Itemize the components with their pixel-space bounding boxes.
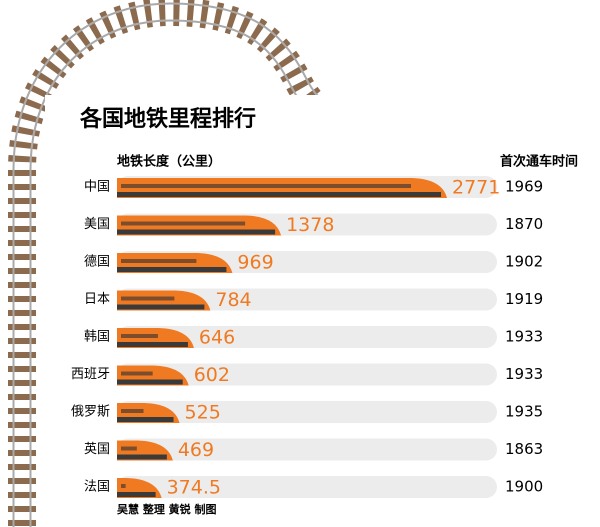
train-windows bbox=[121, 221, 246, 226]
train-windows bbox=[121, 184, 411, 188]
year-label: 1933 bbox=[505, 365, 543, 383]
train-stripe bbox=[117, 379, 183, 385]
track-bg bbox=[117, 363, 497, 386]
train-stripe bbox=[117, 454, 167, 460]
value-label: 1378 bbox=[286, 214, 334, 236]
value-label: 784 bbox=[215, 289, 251, 311]
chart-title: 各国地铁里程排行 bbox=[79, 106, 256, 132]
value-label: 969 bbox=[237, 252, 273, 274]
credit: 吴慧 整理 黄锐 制图 bbox=[117, 502, 217, 516]
category-label: 日本 bbox=[84, 292, 110, 307]
track-bg bbox=[117, 326, 497, 348]
category-label: 美国 bbox=[84, 217, 110, 232]
train-windows bbox=[121, 259, 197, 263]
category-label: 韩国 bbox=[84, 330, 110, 345]
category-label: 英国 bbox=[84, 442, 110, 457]
train-stripe bbox=[117, 267, 227, 272]
year-label: 1919 bbox=[505, 290, 543, 308]
train-stripe bbox=[117, 417, 174, 422]
track-bg bbox=[117, 476, 497, 498]
train-stripe bbox=[117, 229, 276, 235]
value-label: 602 bbox=[194, 364, 230, 386]
category-label: 中国 bbox=[84, 180, 110, 195]
year-label: 1863 bbox=[505, 440, 543, 458]
category-label: 德国 bbox=[84, 255, 110, 270]
year-label: 1935 bbox=[505, 403, 543, 421]
year-header: 首次通车时间 bbox=[500, 154, 578, 170]
category-label: 西班牙 bbox=[71, 367, 110, 382]
category-label: 俄罗斯 bbox=[71, 405, 110, 420]
value-label: 2771 bbox=[452, 177, 500, 199]
train-windows bbox=[121, 296, 175, 301]
train-windows bbox=[121, 334, 158, 338]
train-windows bbox=[121, 484, 126, 488]
train-stripe bbox=[117, 492, 156, 497]
year-label: 1870 bbox=[505, 215, 543, 233]
value-label: 525 bbox=[185, 402, 221, 424]
value-label: 469 bbox=[178, 439, 214, 461]
year-label: 1969 bbox=[505, 178, 543, 196]
train-stripe bbox=[117, 342, 188, 347]
track-bg bbox=[117, 401, 497, 423]
train-stripe bbox=[117, 304, 205, 310]
track-bg bbox=[117, 438, 497, 461]
year-label: 1933 bbox=[505, 328, 543, 346]
value-label: 374.5 bbox=[167, 477, 221, 499]
train-windows bbox=[121, 409, 144, 413]
train-stripe bbox=[117, 192, 441, 197]
value-label: 646 bbox=[199, 327, 235, 349]
category-label: 法国 bbox=[84, 480, 110, 495]
value-header: 地铁长度（公里） bbox=[117, 154, 221, 170]
train-windows bbox=[121, 446, 137, 451]
track-bg bbox=[117, 288, 497, 311]
year-label: 1900 bbox=[505, 478, 543, 496]
train-windows bbox=[121, 371, 153, 376]
year-label: 1902 bbox=[505, 253, 543, 271]
